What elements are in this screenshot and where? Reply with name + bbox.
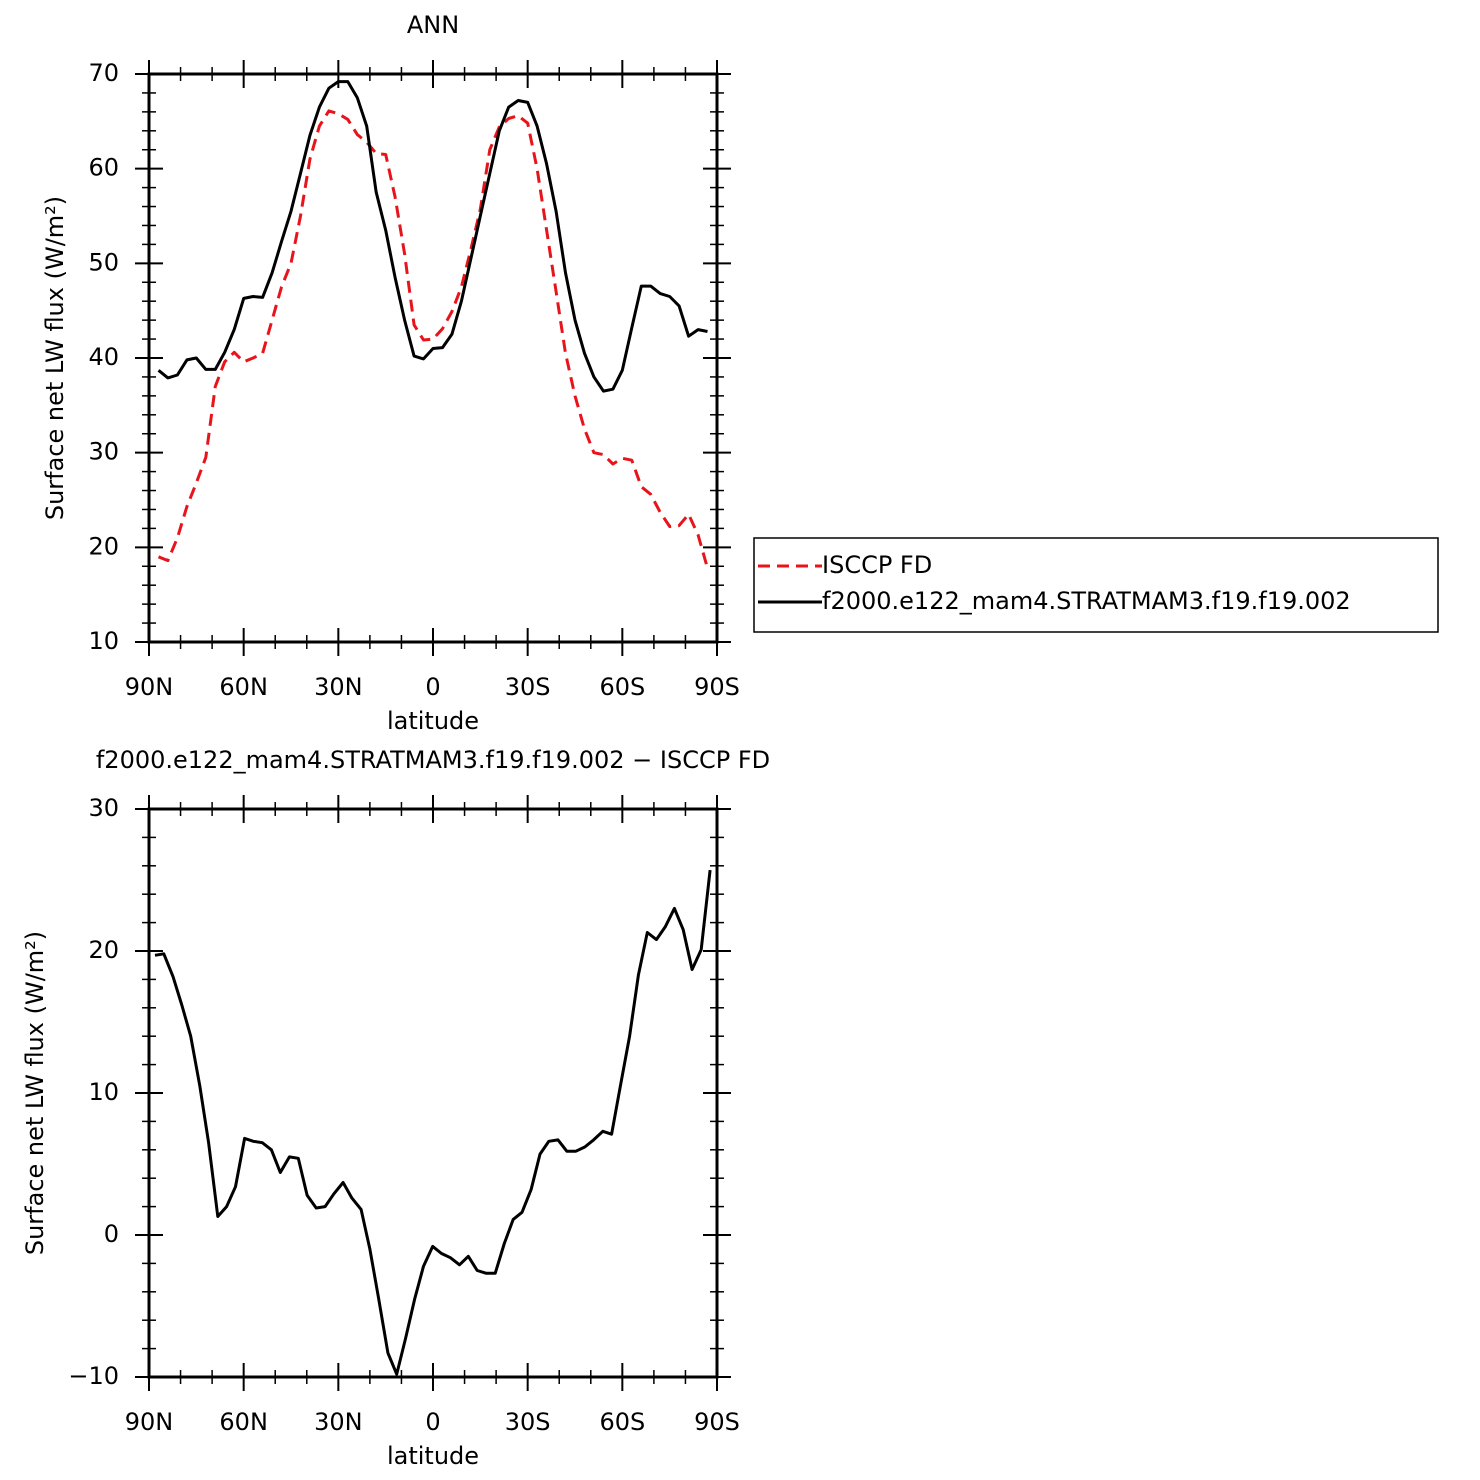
plot-frame [147,72,719,644]
data-line [157,109,709,569]
y-tick-label: 70 [88,59,119,87]
x-tick-label: 60S [599,673,645,701]
plot-frame [147,807,719,1379]
y-tick-label: 10 [88,627,119,655]
y-tick-label: 30 [88,794,119,822]
y-axis-label: Surface net LW flux (W/m²) [21,931,49,1255]
chart-title: ANN [407,11,459,39]
legend: ISCCP FD f2000.e122_mam4.STRATMAM3.f19.f1… [753,537,1439,633]
x-tick-label: 30N [314,673,363,701]
y-tick-label: 0 [104,1220,119,1248]
y-tick-label: 60 [88,154,119,182]
x-axis-label: latitude [387,707,479,735]
x-tick-label: 90S [694,673,740,701]
x-axis-label: latitude [387,1442,479,1470]
x-tick-label: 30S [505,673,551,701]
x-tick-label: 90N [125,673,174,701]
y-tick-label: 30 [88,438,119,466]
x-tick-label: 90S [694,1408,740,1436]
data-line [154,869,712,1376]
x-tick-label: 30N [314,1408,363,1436]
x-tick-label: 30S [505,1408,551,1436]
y-tick-label: 20 [88,532,119,560]
x-tick-label: 60N [219,673,268,701]
legend-label: f2000.e122_mam4.STRATMAM3.f19.f19.002 [822,587,1351,615]
data-line [157,80,708,393]
x-tick-label: 60N [219,1408,268,1436]
x-tick-label: 90N [125,1408,174,1436]
y-tick-label: −10 [68,1362,119,1390]
x-tick-label: 0 [425,673,440,701]
y-tick-label: 10 [88,1078,119,1106]
x-tick-label: 0 [425,1408,440,1436]
y-tick-label: 20 [88,936,119,964]
legend-box [753,537,1439,633]
y-tick-label: 40 [88,343,119,371]
chart-title: f2000.e122_mam4.STRATMAM3.f19.f19.002 − … [96,746,770,774]
y-axis-label: Surface net LW flux (W/m²) [41,196,69,520]
x-tick-label: 60S [599,1408,645,1436]
y-tick-label: 50 [88,248,119,276]
legend-label: ISCCP FD [822,551,932,579]
